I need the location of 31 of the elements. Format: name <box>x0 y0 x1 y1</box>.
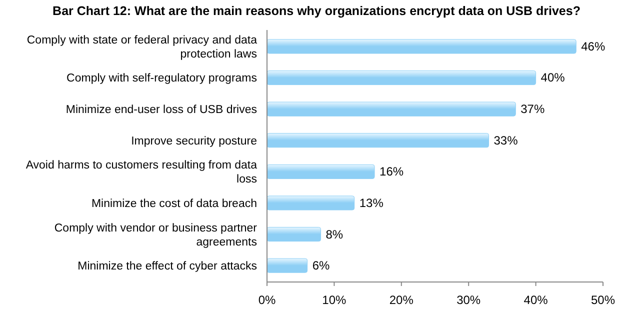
bar <box>266 39 576 54</box>
data-label: 33% <box>494 133 518 148</box>
x-tick-label: 20% <box>389 293 414 307</box>
x-tick-label: 40% <box>524 293 548 307</box>
data-label: 46% <box>581 39 606 54</box>
y-tick-label: Minimize end-user loss of USB drives <box>66 104 258 116</box>
data-label: 13% <box>359 196 384 210</box>
bar <box>266 70 536 86</box>
x-tick-label: 0% <box>258 293 276 307</box>
y-tick-label: Comply with state or federal privacy and data protection laws <box>26 34 258 60</box>
y-tick-label: Minimize the effect of cyber attacks <box>78 260 258 273</box>
y-tick-label: Improve security posture <box>131 135 257 148</box>
y-tick-label: Avoid harms to customers resulting from data loss <box>26 160 258 186</box>
x-tick-label: 50% <box>590 293 616 307</box>
x-tick-label: 30% <box>456 293 481 307</box>
bar <box>266 133 490 148</box>
y-tick-label: Comply with self-regulatory programs <box>66 72 258 85</box>
y-tick-label: Comply with vendor or business partner agreements <box>54 222 258 248</box>
data-label: 8% <box>326 227 344 242</box>
data-label: 16% <box>380 164 404 179</box>
data-label: 40% <box>540 70 566 85</box>
bar <box>266 226 322 242</box>
data-label: 37% <box>520 102 545 116</box>
bar <box>266 102 516 116</box>
y-tick-label: Minimize the cost of data breach <box>91 198 257 210</box>
data-label: 6% <box>312 258 330 273</box>
bar <box>266 196 355 210</box>
chart-title: Bar Chart 12: What are the main reasons why organizations encrypt data on USB drives? <box>52 4 580 18</box>
bar <box>266 164 375 179</box>
x-tick-label: 10% <box>322 293 347 307</box>
bar <box>266 258 308 273</box>
